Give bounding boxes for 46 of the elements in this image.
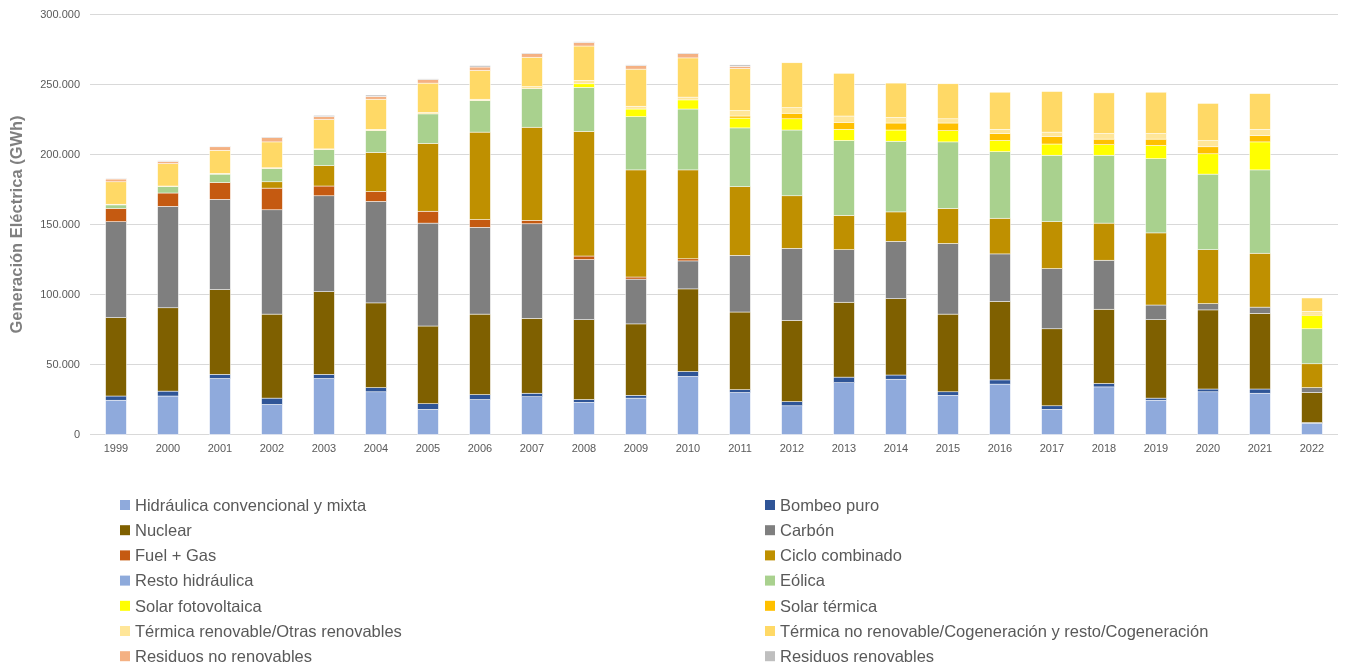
legend-label: Ciclo combinado [780,546,902,565]
x-tick-label: 2011 [728,442,752,454]
y-tick-label: 200.000 [40,148,80,161]
x-tick-label: 2003 [311,442,337,454]
legend-label: Fuel + Gas [135,546,217,565]
x-tick-label: 2005 [415,442,441,454]
x-tick-label: 2009 [623,442,649,454]
legend-label: Solar térmica [780,596,879,615]
x-tick-label: 2022 [1299,442,1325,454]
x-tick-label: 2015 [935,442,961,454]
x-tick-label: 2004 [363,442,389,454]
y-tick-label: 0 [73,428,80,441]
y-tick-label: 100.000 [40,288,80,301]
legend-label: Residuos no renovables [135,646,313,665]
x-tick-label: 2021 [1247,442,1273,454]
x-tick-label: 2020 [1195,442,1221,454]
x-tick-label: 2002 [259,442,285,454]
legend-label: Térmica no renovable/Cogeneración y resto/Cogeneración [780,621,1209,640]
legend-label: Hidráulica convencional y mixta [135,495,367,514]
x-tick-label: 2019 [1143,442,1169,454]
legend-label: Residuos renovables [780,646,935,665]
y-tick-label: 250.000 [40,78,80,91]
x-tick-label: 2017 [1039,442,1065,454]
x-tick-label: 2018 [1091,442,1117,454]
x-tick-label: 2000 [155,442,181,454]
x-tick-label: 1999 [103,442,129,454]
y-tick-label: 150.000 [40,218,80,231]
legend-label: Nuclear [135,520,193,539]
legend-label: Resto hidráulica [135,571,255,590]
legend-label: Carbón [780,520,835,539]
x-tick-label: 2012 [779,442,805,454]
x-tick-label: 2007 [519,442,545,454]
x-tick-label: 2008 [571,442,597,454]
legend-label: Solar fotovoltaica [135,596,263,615]
x-tick-label: 2013 [831,442,857,454]
y-tick-label: 50.000 [46,358,80,371]
x-tick-label: 2006 [467,442,493,454]
legend-label: Eólica [780,571,826,590]
x-tick-label: 2001 [207,442,233,454]
x-tick-label: 2014 [883,442,909,454]
x-tick-label: 2016 [987,442,1013,454]
x-tick-label: 2010 [675,442,701,454]
legend-label: Bombeo puro [780,495,880,514]
y-axis-title: Generación Eléctrica (GWh) [7,115,25,334]
y-tick-label: 300.000 [40,8,80,21]
legend-label: Térmica renovable/Otras renovables [135,621,402,640]
